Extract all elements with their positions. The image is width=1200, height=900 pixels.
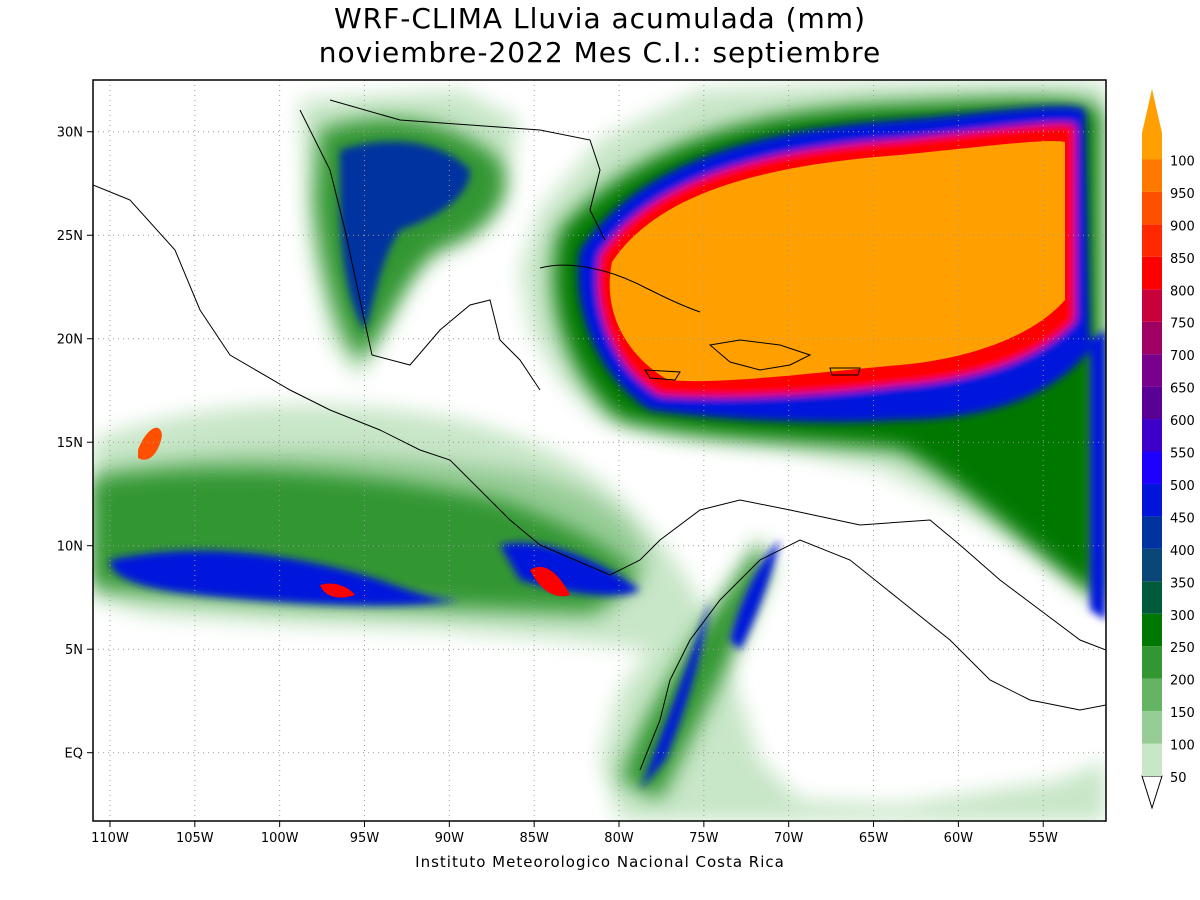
colorbar-swatch bbox=[1142, 678, 1162, 712]
colorbar-label: 50 bbox=[1170, 771, 1187, 786]
colorbar-label: 200 bbox=[1170, 674, 1195, 689]
colorbar-label: 100 bbox=[1170, 739, 1195, 754]
colorbar-label: 650 bbox=[1170, 382, 1195, 397]
x-tick-label: 80W bbox=[604, 831, 634, 846]
colorbar-swatch bbox=[1142, 613, 1162, 647]
x-tick-label: 90W bbox=[435, 831, 465, 846]
colorbar-label: 150 bbox=[1170, 706, 1195, 721]
colorbar-swatch bbox=[1142, 224, 1162, 257]
y-tick-label: 15N bbox=[57, 436, 83, 451]
latitude-axis: 30N 25N 20N 15N 10N 5N EQ bbox=[57, 126, 93, 762]
colorbar-swatch bbox=[1142, 483, 1162, 517]
x-tick-label: 65W bbox=[859, 831, 889, 846]
colorbar-swatch bbox=[1142, 354, 1162, 387]
colorbar-label: 950 bbox=[1170, 187, 1195, 202]
y-tick-label: 5N bbox=[65, 643, 83, 658]
colorbar-label: 350 bbox=[1170, 576, 1195, 591]
lat-lon-grid bbox=[93, 80, 1106, 821]
colorbar-label: 600 bbox=[1170, 414, 1195, 429]
jamaica-outline bbox=[644, 369, 681, 381]
gulf-coastline bbox=[299, 109, 541, 391]
x-tick-label: 105W bbox=[176, 831, 214, 846]
colorbar-label: 100 bbox=[1170, 154, 1195, 169]
colorbar-swatch bbox=[1142, 419, 1162, 452]
x-tick-label: 60W bbox=[944, 831, 974, 846]
colorbar-label: 400 bbox=[1170, 544, 1195, 559]
colorbar-label: 700 bbox=[1170, 349, 1195, 364]
y-tick-label: 10N bbox=[57, 540, 83, 555]
colorbar-label: 750 bbox=[1170, 317, 1195, 332]
colorbar-swatch bbox=[1142, 191, 1162, 225]
coastlines bbox=[93, 99, 1106, 771]
colorbar-swatch bbox=[1142, 711, 1162, 744]
y-tick-label: 25N bbox=[57, 229, 83, 244]
us-gulf-coastline bbox=[329, 99, 606, 241]
colorbar-swatch bbox=[1142, 743, 1162, 776]
mainland-coastline bbox=[93, 184, 1106, 651]
colorbar-label: 550 bbox=[1170, 447, 1195, 462]
south-america-borders bbox=[639, 539, 1106, 771]
colorbar-swatch bbox=[1142, 581, 1162, 614]
colorbar-swatch bbox=[1142, 451, 1162, 484]
hispaniola-outline bbox=[708, 339, 812, 371]
rainfall-peak-band bbox=[138, 140, 1065, 598]
x-tick-label: 75W bbox=[689, 831, 719, 846]
x-tick-label: 70W bbox=[774, 831, 804, 846]
colorbar-swatch bbox=[1142, 516, 1162, 549]
map-title-line-2: noviembre-2022 Mes C.I.: septiembre bbox=[318, 36, 882, 69]
x-tick-label: 85W bbox=[519, 831, 549, 846]
colorbar-swatch bbox=[1142, 548, 1162, 582]
y-tick-label: 30N bbox=[57, 126, 83, 141]
x-tick-label: 100W bbox=[261, 831, 299, 846]
map-frame bbox=[92, 79, 1107, 822]
credit-text: Instituto Meteorologico Nacional Costa R… bbox=[415, 853, 785, 871]
colorbar-swatch bbox=[1142, 289, 1162, 322]
y-tick-label: EQ bbox=[65, 747, 83, 762]
cuba-outline bbox=[539, 264, 701, 313]
colorbar-label: 300 bbox=[1170, 609, 1195, 624]
colorbar-upper-arrow bbox=[1142, 89, 1162, 160]
y-tick-label: 20N bbox=[57, 333, 83, 348]
colorbar-swatch bbox=[1142, 646, 1162, 679]
longitude-axis: 110W 105W 100W 95W 90W 85W 80W 75W 70W 65W 60W 55W bbox=[91, 821, 1058, 846]
rainfall-field bbox=[93, 80, 1106, 821]
colorbar-label: 850 bbox=[1170, 252, 1195, 267]
colorbar-label: 450 bbox=[1170, 511, 1195, 526]
x-tick-label: 110W bbox=[91, 831, 129, 846]
x-tick-label: 55W bbox=[1029, 831, 1059, 846]
colorbar: 50 100 150 200 250 300 350 400 450 500 550 600 650 70… bbox=[1141, 89, 1195, 810]
colorbar-swatch bbox=[1142, 321, 1162, 355]
colorbar-lower-arrow bbox=[1141, 775, 1163, 810]
puerto-rico-outline bbox=[829, 367, 861, 376]
colorbar-label: 800 bbox=[1170, 284, 1195, 299]
colorbar-swatch bbox=[1142, 159, 1162, 192]
map-title-line-1: WRF-CLIMA Lluvia acumulada (mm) bbox=[334, 2, 866, 35]
x-tick-label: 95W bbox=[350, 831, 380, 846]
colorbar-swatch bbox=[1142, 386, 1162, 420]
colorbar-label: 900 bbox=[1170, 219, 1195, 234]
colorbar-label: 500 bbox=[1170, 479, 1195, 494]
colorbar-swatch bbox=[1142, 256, 1162, 290]
colorbar-label: 250 bbox=[1170, 641, 1195, 656]
